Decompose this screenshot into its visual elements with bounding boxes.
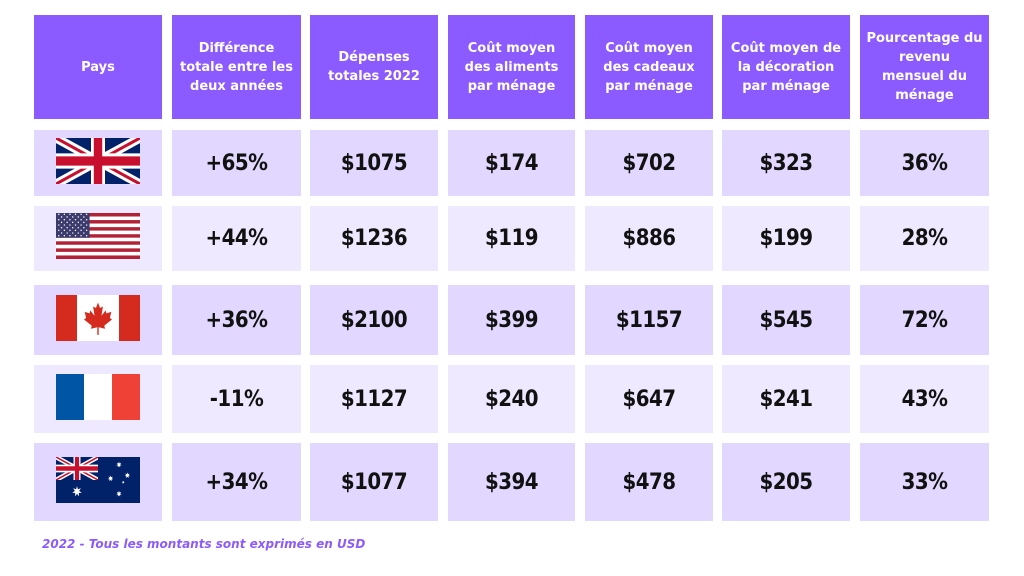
cell-avg-gifts-cost: $478	[585, 443, 713, 521]
cell-avg-gifts-cost: $886	[585, 206, 713, 271]
france-flag-icon	[56, 373, 140, 425]
cell-avg-food-cost: $174	[448, 130, 575, 196]
cell-avg-food-cost: $394	[448, 443, 575, 521]
column-header-label: Coût moyen des cadeaux par ménage	[603, 40, 695, 94]
cell-total-difference: +44%	[172, 206, 301, 271]
flag-cell	[34, 130, 162, 196]
column-header-label: Pays	[81, 59, 115, 75]
cell-monthly-income-share: 33%	[860, 443, 989, 521]
column-header-label: Différence totale entre les deux années	[180, 40, 293, 94]
column-header-label: Dépenses totales 2022	[328, 50, 420, 84]
flag-cell	[34, 365, 162, 433]
flag-cell	[34, 443, 162, 521]
cell-avg-food-cost: $399	[448, 285, 575, 355]
cell-avg-decoration-cost: $241	[722, 365, 850, 433]
cell-avg-food-cost: $119	[448, 206, 575, 271]
cell-avg-decoration-cost: $205	[722, 443, 850, 521]
header-total-spending-2022: Dépenses totales 2022	[310, 15, 438, 119]
cell-total-difference: -11%	[172, 365, 301, 433]
cell-monthly-income-share: 43%	[860, 365, 989, 433]
header-total-difference: Différence totale entre les deux années	[172, 15, 301, 119]
us-flag-icon	[56, 213, 140, 264]
cell-monthly-income-share: 28%	[860, 206, 989, 271]
flag-cell	[34, 206, 162, 271]
column-header-label: Coût moyen des aliments par ménage	[464, 40, 559, 94]
header-avg-decoration-cost: Coût moyen de la décoration par ménage	[722, 15, 850, 119]
header-avg-gifts-cost: Coût moyen des cadeaux par ménage	[585, 15, 713, 119]
canada-flag-icon	[56, 294, 140, 346]
cell-total-spending-2022: $1075	[310, 130, 438, 196]
footnote: 2022 - Tous les montants sont exprimés e…	[42, 537, 366, 551]
uk-flag-icon	[54, 133, 142, 189]
header-avg-food-cost: Coût moyen des aliments par ménage	[448, 15, 575, 119]
cell-avg-decoration-cost: $545	[722, 285, 850, 355]
cell-avg-food-cost: $240	[448, 365, 575, 433]
cell-total-difference: +34%	[172, 443, 301, 521]
australia-flag-icon	[56, 456, 140, 508]
cell-total-spending-2022: $1236	[310, 206, 438, 271]
cell-avg-gifts-cost: $1157	[585, 285, 713, 355]
header-monthly-income-share: Pourcentage du revenu mensuel du ménage	[860, 15, 989, 119]
cell-avg-decoration-cost: $199	[722, 206, 850, 271]
flag-cell	[34, 285, 162, 355]
cell-total-difference: +65%	[172, 130, 301, 196]
column-header-label: Coût moyen de la décoration par ménage	[730, 40, 842, 94]
cell-total-spending-2022: $1127	[310, 365, 438, 433]
header-country: Pays	[34, 15, 162, 119]
cell-monthly-income-share: 72%	[860, 285, 989, 355]
cell-total-spending-2022: $1077	[310, 443, 438, 521]
cell-avg-decoration-cost: $323	[722, 130, 850, 196]
cell-avg-gifts-cost: $647	[585, 365, 713, 433]
cell-total-spending-2022: $2100	[310, 285, 438, 355]
cell-avg-gifts-cost: $702	[585, 130, 713, 196]
cell-monthly-income-share: 36%	[860, 130, 989, 196]
cell-total-difference: +36%	[172, 285, 301, 355]
column-header-label: Pourcentage du revenu mensuel du ménage	[866, 31, 983, 103]
